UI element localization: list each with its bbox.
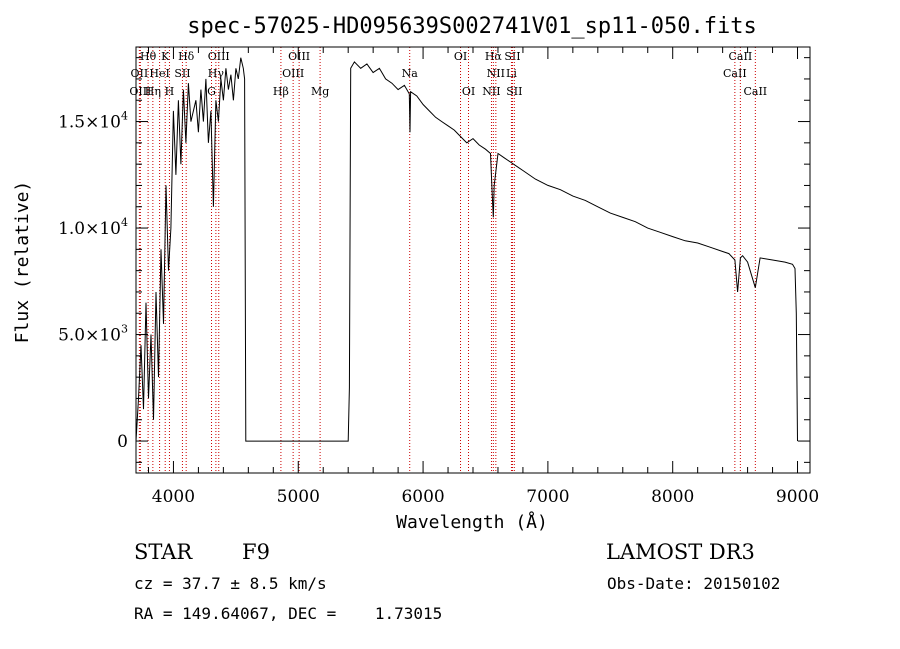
spectrum-series bbox=[135, 57, 798, 442]
spectral-line-label: H bbox=[165, 85, 175, 98]
spectral-line-label: NII bbox=[482, 85, 500, 98]
y-tick-label: 1.5×104 bbox=[58, 110, 128, 133]
y-axis-label: Flux (relative) bbox=[12, 181, 33, 344]
object-class: STAR bbox=[134, 540, 193, 564]
spectral-line-label: Hγ bbox=[208, 67, 225, 80]
plot-frame bbox=[135, 46, 811, 474]
spectral-line-label: SII bbox=[174, 67, 190, 80]
spectral-line-label: OIII bbox=[288, 50, 310, 63]
spectral-line-label: CaII bbox=[729, 50, 753, 63]
y-tick-label: 0 bbox=[117, 432, 128, 452]
spectral-line-label: CaII bbox=[723, 67, 747, 80]
spectral-line-label: K bbox=[161, 50, 170, 63]
spectral-line-label: OIII bbox=[208, 50, 230, 63]
spectral-line-label: Li bbox=[506, 67, 517, 80]
spectral-line-label: Hδ bbox=[178, 50, 195, 63]
spectral-line-label: Hα bbox=[485, 50, 503, 63]
x-tick-label: 5000 bbox=[277, 487, 320, 507]
spectral-line-label: OI bbox=[454, 50, 467, 63]
spectral-line-label: OI bbox=[462, 85, 475, 98]
observation-date: Obs-Date: 20150102 bbox=[607, 574, 781, 593]
spectral-line-label: Hβ bbox=[273, 85, 289, 98]
spectral-line-label: SII bbox=[506, 85, 522, 98]
survey-name: LAMOST DR3 bbox=[606, 540, 755, 564]
spectral-line-label: OIII bbox=[282, 67, 304, 80]
ra-dec: RA = 149.64067, DEC = 1.73015 bbox=[134, 604, 443, 623]
spectral-line-label: CaII bbox=[743, 85, 767, 98]
spectral-line-label: Hη bbox=[145, 85, 161, 98]
y-tick-label: 5.0×103 bbox=[58, 323, 128, 346]
x-tick-label: 9000 bbox=[776, 487, 819, 507]
spectral-line-label: NII bbox=[487, 67, 505, 80]
spectral-line-label: G bbox=[207, 85, 216, 98]
x-tick-label: 8000 bbox=[651, 487, 694, 507]
object-subclass: F9 bbox=[242, 540, 270, 564]
y-tick-label: 1.0×104 bbox=[58, 216, 128, 239]
spectral-line-label: Mg bbox=[311, 85, 329, 98]
chart-title: spec-57025-HD095639S002741V01_sp11-050.f… bbox=[187, 14, 757, 39]
axis-ticks: 4000 5000 6000 7000 8000 9000 0 5.0×103 1.0×104 1… bbox=[58, 47, 819, 507]
spectral-line-label: SII bbox=[504, 50, 520, 63]
x-tick-label: 4000 bbox=[152, 487, 195, 507]
spectral-line-label: Na bbox=[402, 67, 419, 80]
spectral-line-label: OIII bbox=[129, 85, 151, 98]
x-axis-label: Wavelength (Å) bbox=[396, 511, 548, 533]
redshift-cz: cz = 37.7 ± 8.5 km/s bbox=[134, 574, 327, 593]
x-tick-label: 6000 bbox=[401, 487, 444, 507]
spectral-line-label: OII bbox=[131, 67, 149, 80]
spectral-line-label: HeI bbox=[149, 67, 169, 80]
x-tick-label: 7000 bbox=[526, 487, 569, 507]
